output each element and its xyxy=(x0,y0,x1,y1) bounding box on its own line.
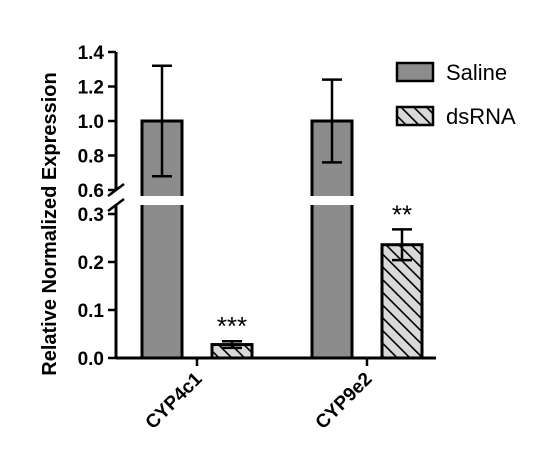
axis-break-gap xyxy=(120,196,420,205)
significance-label-cyp4c1: *** xyxy=(217,311,247,341)
significance-labels: ***** xyxy=(217,199,412,341)
bar-cyp9e2-dsrna xyxy=(380,243,424,360)
y-tick-label-1.4: 1.4 xyxy=(78,43,105,64)
y-tick-label-0.3: 0.3 xyxy=(78,205,104,226)
legend-swatch-dsrna xyxy=(395,105,435,127)
y-tick-label-1.0: 1.0 xyxy=(78,112,104,133)
y-axis: 0.0 0.1 0.2 0.3 0.6 0.8 1.0 1.2 1.4 xyxy=(78,43,436,370)
y-tick-label-1.2: 1.2 xyxy=(78,78,104,99)
x-tick-label-cyp4c1: CYP4c1 xyxy=(142,368,207,433)
y-axis-label: Relative Normalized Expression xyxy=(39,72,61,375)
y-tick-label-0.2: 0.2 xyxy=(78,253,104,274)
legend-swatch-saline xyxy=(395,61,435,83)
y-tick-label-0.1: 0.1 xyxy=(78,301,105,322)
x-axis-tick-labels: CYP4c1 CYP9e2 xyxy=(142,358,377,434)
axis-break-mark-lower xyxy=(107,198,125,212)
legend-label-saline: Saline xyxy=(446,60,507,85)
error-bars-layer xyxy=(152,64,412,350)
y-tick-label-0.0: 0.0 xyxy=(78,349,104,370)
y-tick-label-0.8: 0.8 xyxy=(78,147,104,168)
bars-layer xyxy=(120,119,424,360)
legend-label-dsrna: dsRNA xyxy=(446,104,516,129)
x-tick-label-cyp9e2: CYP9e2 xyxy=(312,369,377,434)
y-tick-label-0.6: 0.6 xyxy=(78,181,104,202)
legend: Saline dsRNA xyxy=(395,60,516,129)
significance-label-cyp9e2: ** xyxy=(392,199,412,229)
